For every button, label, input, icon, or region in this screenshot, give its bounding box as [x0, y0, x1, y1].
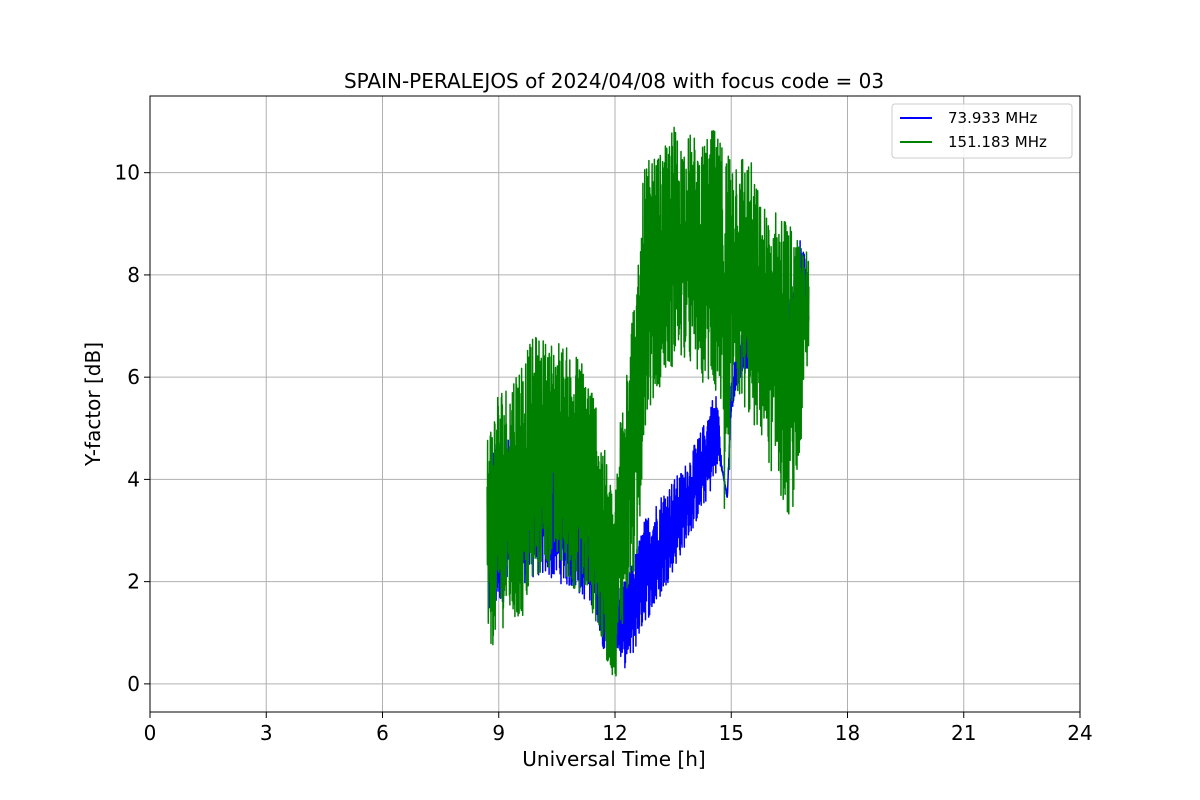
x-tick-label: 21	[951, 721, 976, 745]
x-tick-label: 6	[376, 721, 389, 745]
x-tick-label: 15	[719, 721, 744, 745]
x-tick-label: 24	[1067, 721, 1092, 745]
y-tick-label: 8	[127, 263, 140, 287]
x-tick-label: 12	[602, 721, 627, 745]
legend-label: 73.933 MHz	[948, 109, 1037, 127]
y-tick-label: 2	[127, 570, 140, 594]
y-tick-label: 10	[115, 161, 140, 185]
x-tick-label: 3	[260, 721, 273, 745]
x-tick-label: 18	[835, 721, 860, 745]
x-tick-label: 0	[144, 721, 157, 745]
legend-box	[891, 103, 1073, 159]
chart-title: SPAIN-PERALEJOS of 2024/04/08 with focus…	[344, 69, 884, 93]
data-layer	[486, 126, 810, 677]
y-tick-label: 0	[127, 672, 140, 696]
x-axis-label: Universal Time [h]	[522, 747, 705, 771]
legend: 73.933 MHz 151.183 MHz	[891, 103, 1073, 159]
series-line-2	[486, 126, 810, 677]
legend-label: 151.183 MHz	[948, 133, 1047, 151]
x-tick-label: 9	[492, 721, 505, 745]
y-tick-label: 6	[127, 365, 140, 389]
y-axis-label: Y-factor [dB]	[81, 342, 105, 467]
y-tick-label: 4	[127, 467, 140, 491]
